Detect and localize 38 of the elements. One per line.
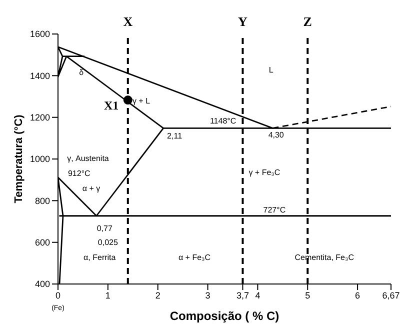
y-tick-label: 600: [34, 238, 50, 248]
ref-line-label: X: [123, 14, 134, 29]
x-tick-label: 6,67: [382, 290, 400, 300]
y-tick-label: 1200: [30, 112, 50, 123]
x-tick-label: 5: [305, 290, 310, 300]
x-tick-label: 3,7: [236, 290, 249, 300]
y-tick-label: 800: [34, 196, 50, 206]
annotation: 4,30: [268, 130, 284, 140]
annotation: δ: [79, 68, 84, 77]
annotation: 727°C: [263, 205, 286, 214]
x-tick-label: 6: [355, 290, 360, 300]
x-tick-label: 1: [105, 290, 110, 300]
x-tick-label: 4: [255, 290, 260, 300]
annotation: 2,11: [167, 132, 183, 141]
y-axis-title: Temperatura (°C): [12, 114, 25, 204]
annotation: 912°C: [68, 169, 91, 178]
annotation: L: [268, 65, 274, 74]
x-axis-title: Composição ( % C): [170, 309, 280, 323]
ref-line-label: Z: [303, 14, 312, 29]
annotation: α + γ: [82, 184, 100, 194]
annotation: Cementita, Fe₃C: [294, 252, 354, 262]
x-tick-label: 0: [55, 290, 61, 300]
y-tick-label: 1400: [30, 70, 50, 81]
annotation: 0,025: [98, 238, 119, 247]
annotation: X1: [104, 98, 119, 112]
y-tick-label: 400: [34, 279, 50, 290]
annotation: 0,77: [96, 224, 113, 234]
x-tick-label: 3: [205, 290, 210, 300]
annotation: α + Fe₃C: [178, 252, 211, 262]
annotation: α, Ferrita: [84, 252, 116, 262]
x-tick-label: 2: [155, 290, 160, 300]
y-tick-label: 1600: [30, 29, 50, 40]
y-tick-label: 1000: [30, 154, 50, 164]
annotation: γ, Austenita: [67, 154, 110, 164]
annotation: γ + L: [132, 96, 151, 106]
annotation: 1148°C: [210, 116, 236, 126]
ref-line-label: Y: [238, 14, 248, 29]
annotation: γ + Fe₃C: [248, 168, 280, 177]
